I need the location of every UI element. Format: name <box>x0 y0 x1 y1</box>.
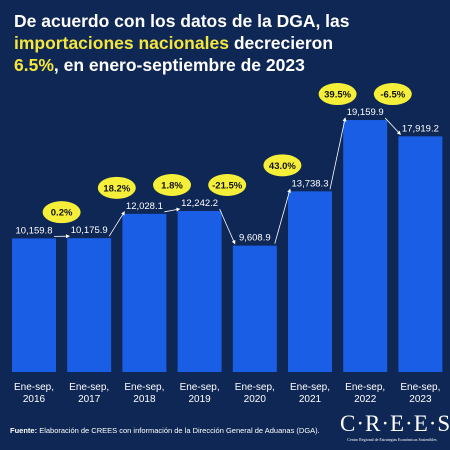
category-label-7-line0: Ene-sep, <box>400 382 440 393</box>
title-part2: decrecieron <box>233 33 334 53</box>
growth-badge-3 <box>208 174 247 197</box>
bar-2 <box>122 213 167 372</box>
growth-label-0: 0.2% <box>51 208 73 219</box>
title-highlight-percent: 6.5% <box>14 55 54 75</box>
category-label-5-line1: 2021 <box>299 394 322 405</box>
title-part1: De acuerdo con los datos de la DGA, las <box>14 11 350 31</box>
category-label-6-line0: Ene-sep, <box>345 382 385 393</box>
growth-label-4: 43.0% <box>269 161 296 172</box>
category-label-6-line1: 2022 <box>354 394 377 405</box>
growth-arrow-1 <box>108 211 125 237</box>
growth-label-5: 39.5% <box>324 90 351 101</box>
growth-badge-6 <box>373 83 412 106</box>
title-highlight-importaciones: importaciones nacionales <box>14 33 229 53</box>
category-label-3-line0: Ene-sep, <box>180 382 220 393</box>
category-label-1-line0: Ene-sep, <box>69 382 109 393</box>
bar-1 <box>67 238 112 372</box>
growth-arrow-2 <box>164 207 181 213</box>
value-label-7: 17,919.2 <box>402 123 439 134</box>
value-label-5: 13,738.3 <box>292 178 329 189</box>
source-label: Fuente: <box>10 426 38 435</box>
growth-label-6: -6.5% <box>380 90 405 101</box>
category-label-4-line1: 2020 <box>244 394 267 405</box>
category-label-7-line1: 2023 <box>409 394 432 405</box>
bar-7 <box>398 136 443 372</box>
growth-badge-1 <box>97 176 136 199</box>
bar-4 <box>232 245 277 372</box>
category-label-5-line0: Ene-sep, <box>290 382 330 393</box>
bar-5 <box>288 191 332 372</box>
title-part3: , en enero-septiembre de 2023 <box>53 55 305 75</box>
chart-title: De acuerdo con los datos de la DGA, las … <box>14 10 438 76</box>
logo-subtitle: Centro Regional de Estrategias Económica… <box>347 437 437 442</box>
growth-badge-5 <box>318 83 357 106</box>
category-label-4-line0: Ene-sep, <box>235 382 275 393</box>
value-label-1: 10,175.9 <box>71 225 108 236</box>
source-footer: Fuente: Elaboración de CREES con informa… <box>10 426 320 435</box>
bar-0 <box>12 238 56 372</box>
bar-6 <box>343 120 388 372</box>
growth-arrow-4 <box>274 188 292 244</box>
category-label-1-line1: 2017 <box>78 394 101 405</box>
growth-label-3: -21.5% <box>212 181 243 192</box>
value-label-4: 9,608.9 <box>239 233 271 244</box>
growth-badge-0 <box>42 201 81 224</box>
category-label-0-line1: 2016 <box>23 394 46 405</box>
growth-badge-4 <box>263 154 302 177</box>
logo-name: C·R·E·E·S <box>340 411 450 436</box>
value-label-0: 10,159.8 <box>16 225 53 236</box>
growth-badge-2 <box>153 174 191 197</box>
category-label-0-line0: Ene-sep, <box>14 382 54 393</box>
growth-label-2: 1.8% <box>161 181 183 192</box>
value-label-6: 19,159.9 <box>347 107 384 118</box>
growth-label-1: 18.2% <box>103 183 130 194</box>
crees-logo: C·R·E·E·S Centro Regional de Estrategias… <box>340 411 450 443</box>
category-label-3-line1: 2019 <box>188 394 211 405</box>
value-label-3: 12,242.2 <box>181 198 218 209</box>
growth-arrow-5 <box>329 117 347 190</box>
category-label-2-line0: Ene-sep, <box>124 382 164 393</box>
category-label-2-line1: 2018 <box>133 394 156 405</box>
source-text: Elaboración de CREES con información de … <box>39 426 320 435</box>
growth-arrow-3 <box>219 208 236 245</box>
growth-arrow-6 <box>384 117 401 135</box>
value-label-2: 12,028.1 <box>126 201 163 212</box>
bar-3 <box>177 211 222 372</box>
